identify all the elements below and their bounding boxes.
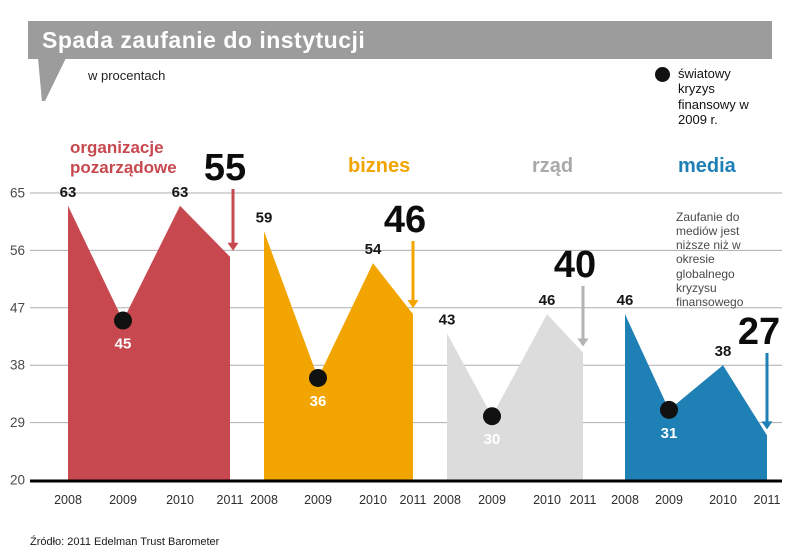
final-value-label: 46 [384, 199, 426, 241]
series-label-media: media [678, 155, 736, 177]
media-note: Zaufanie do mediów jest niższe niż w okr… [676, 210, 744, 309]
crisis-legend-label: światowy kryzys finansowy w 2009 r. [678, 66, 749, 127]
source-note: Źródło: 2011 Edelman Trust Barometer [30, 536, 220, 548]
subtitle: w procentach [88, 68, 166, 83]
year-label: 2008 [250, 493, 278, 507]
crisis-dot-icon [655, 67, 670, 82]
year-label: 2009 [304, 493, 332, 507]
y-tick-label: 47 [10, 300, 25, 315]
series-label-ngo: organizacje pozarządowe [70, 138, 177, 177]
year-label: 2008 [433, 493, 461, 507]
crisis-legend: światowy kryzys finansowy w 2009 r. [655, 66, 785, 127]
crisis-value-label: 31 [661, 425, 678, 442]
point-value-label: 46 [539, 292, 556, 309]
area-series-0 [68, 205, 230, 480]
crisis-dot [114, 311, 132, 330]
final-value-label: 27 [738, 311, 780, 353]
crisis-value-label: 36 [310, 393, 327, 410]
year-label: 2008 [54, 493, 82, 507]
year-label: 2010 [709, 493, 737, 507]
year-label: 2009 [478, 493, 506, 507]
crisis-dot [483, 407, 501, 426]
year-label: 2011 [400, 493, 427, 507]
final-value-label: 40 [554, 244, 596, 286]
year-label: 2011 [217, 493, 244, 507]
crisis-dot [309, 368, 327, 387]
series-label-rzad: rząd [532, 155, 574, 177]
final-value-label: 55 [204, 147, 246, 189]
point-value-label: 46 [617, 292, 634, 309]
y-tick-label: 38 [10, 358, 25, 373]
year-label: 2011 [570, 493, 597, 507]
arrow-head-icon [227, 242, 239, 251]
year-label: 2010 [359, 493, 387, 507]
crisis-dot [660, 400, 678, 419]
point-value-label: 54 [365, 241, 382, 258]
y-tick-label: 65 [10, 186, 25, 201]
year-label: 2010 [533, 493, 561, 507]
page-title: Spada zaufanie do instytucji [42, 26, 366, 53]
y-tick-label: 56 [10, 243, 25, 258]
point-value-label: 63 [60, 184, 77, 201]
area-series-2 [447, 314, 583, 480]
year-label: 2009 [655, 493, 683, 507]
y-tick-label: 20 [10, 473, 25, 488]
arrow-head-icon [407, 300, 419, 309]
area-series-1 [264, 231, 413, 480]
crisis-value-label: 30 [484, 431, 501, 448]
crisis-value-label: 45 [115, 336, 132, 353]
point-value-label: 43 [439, 311, 456, 328]
point-value-label: 63 [172, 184, 189, 201]
year-label: 2008 [611, 493, 639, 507]
point-value-label: 59 [256, 209, 273, 226]
arrow-head-icon [577, 338, 589, 347]
series-label-biznes: biznes [348, 155, 411, 177]
year-label: 2011 [754, 493, 781, 507]
y-tick-label: 29 [10, 415, 25, 430]
area-series-3 [625, 314, 767, 480]
year-label: 2010 [166, 493, 194, 507]
year-label: 2009 [109, 493, 137, 507]
title-banner: Spada zaufanie do instytucji [28, 21, 772, 59]
point-value-label: 38 [715, 343, 732, 360]
arrow-head-icon [761, 421, 773, 430]
